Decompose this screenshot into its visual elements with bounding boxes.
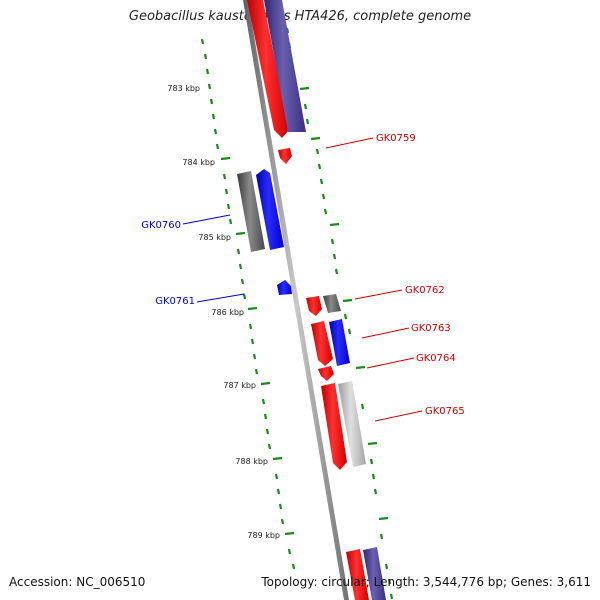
scale-labels: 783 kbp 784 kbp 785 kbp 786 kbp 787 kbp … xyxy=(167,84,280,540)
feature-dark-gk0762 xyxy=(323,294,341,313)
gene-labels: GK0759 GK0760 GK0761 GK0762 GK0763 GK076… xyxy=(141,133,465,417)
gene-label-gk0761[interactable]: GK0761 xyxy=(155,296,195,307)
scale-label-788: 788 kbp xyxy=(235,457,268,466)
feature-blue-gk0763 xyxy=(329,319,350,366)
feature-dark-gk0760 xyxy=(237,171,265,252)
connector-gk0764 xyxy=(366,357,415,369)
gene-label-gk0763[interactable]: GK0763 xyxy=(411,323,451,334)
gene-label-gk0760[interactable]: GK0760 xyxy=(141,220,181,231)
feature-purple-top xyxy=(264,0,306,132)
gene-gk0764-glyph xyxy=(318,366,334,381)
scale-label-785: 785 kbp xyxy=(198,233,231,242)
right-tick-track xyxy=(285,27,394,600)
scale-label-786: 786 kbp xyxy=(211,308,244,317)
feature-light-gk0765 xyxy=(338,381,366,467)
gene-label-gk0759[interactable]: GK0759 xyxy=(376,133,416,144)
scale-label-789: 789 kbp xyxy=(247,531,280,540)
feature-purple-bottom xyxy=(363,547,386,600)
connector-gk0762 xyxy=(354,289,403,300)
scale-label-784: 784 kbp xyxy=(182,158,215,167)
genome-backbone xyxy=(243,0,349,600)
scale-label-783: 783 kbp xyxy=(167,84,200,93)
gene-label-gk0765[interactable]: GK0765 xyxy=(425,406,465,417)
gene-label-gk0762[interactable]: GK0762 xyxy=(405,285,445,296)
gene-gk0762-glyph xyxy=(306,296,322,316)
forward-gene-top xyxy=(247,0,289,138)
gene-label-gk0764[interactable]: GK0764 xyxy=(416,353,456,364)
connector-gk0763 xyxy=(361,327,410,339)
connector-gk0760 xyxy=(182,214,231,225)
label-connectors xyxy=(182,137,423,422)
genome-summary-text: Topology: circular; Length: 3,544,776 bp… xyxy=(261,575,591,589)
gene-gk0765-glyph xyxy=(321,383,347,470)
connector-gk0759 xyxy=(325,137,374,149)
accession-text: Accession: NC_006510 xyxy=(9,575,146,589)
page-title: Geobacillus kaustophilus HTA426, complet… xyxy=(128,9,472,24)
forward-gene-bottom xyxy=(346,549,369,600)
connector-gk0765 xyxy=(374,410,423,422)
connector-gk0761 xyxy=(196,293,245,303)
gene-gk0759-glyph xyxy=(278,148,292,164)
gene-gk0760-glyph xyxy=(256,169,284,250)
gene-gk0763-glyph xyxy=(311,321,333,366)
left-tick-track xyxy=(200,38,296,570)
scale-label-787: 787 kbp xyxy=(223,381,256,390)
gene-gk0761-glyph xyxy=(277,280,292,295)
